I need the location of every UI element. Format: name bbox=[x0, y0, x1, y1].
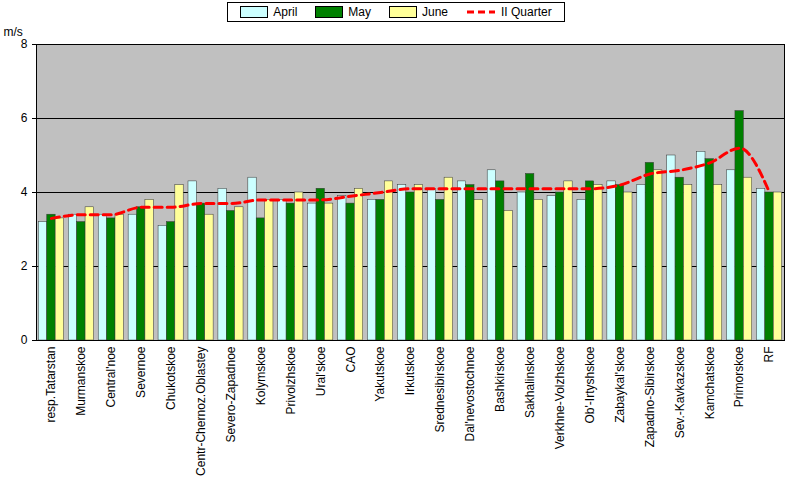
svg-text:8: 8 bbox=[21, 37, 28, 51]
svg-text:Sakhalinskoe: Sakhalinskoe bbox=[523, 346, 537, 418]
svg-text:Zapadno-Sibirskoe: Zapadno-Sibirskoe bbox=[643, 346, 657, 447]
svg-text:Kolymskoe: Kolymskoe bbox=[254, 346, 268, 405]
svg-text:m/s: m/s bbox=[4, 25, 23, 39]
svg-text:Central'noe: Central'noe bbox=[104, 346, 118, 407]
html-text:April: April bbox=[273, 5, 298, 19]
svg-text:Sev.-Kavkazskoe: Sev.-Kavkazskoe bbox=[673, 346, 687, 438]
svg-text:Irkutskoe: Irkutskoe bbox=[403, 346, 417, 395]
html-text:June: June bbox=[422, 5, 448, 19]
svg-text:Verkhne-Volzhskoe: Verkhne-Volzhskoe bbox=[553, 346, 567, 449]
svg-text:Ural'skoe: Ural'skoe bbox=[314, 346, 328, 396]
svg-text:2: 2 bbox=[21, 259, 28, 273]
svg-text:Zabaykal'skoe: Zabaykal'skoe bbox=[613, 346, 627, 423]
svg-text:Murmanskoe: Murmanskoe bbox=[74, 346, 88, 416]
svg-text:4: 4 bbox=[21, 185, 28, 199]
svg-text:Ob'-Irtyshskoe: Ob'-Irtyshskoe bbox=[583, 346, 597, 423]
svg-text:Privolzhskoe: Privolzhskoe bbox=[284, 346, 298, 414]
svg-text:Severo-Zapadnoe: Severo-Zapadnoe bbox=[224, 346, 238, 442]
svg-text:Bashkirskoe: Bashkirskoe bbox=[493, 346, 507, 412]
svg-text:Centr-Chernoz.Oblastey: Centr-Chernoz.Oblastey bbox=[194, 347, 208, 476]
html-text:II Quarter: II Quarter bbox=[501, 5, 552, 19]
svg-text:Primorskoe: Primorskoe bbox=[732, 346, 746, 407]
svg-text:resp.Tatarstan: resp.Tatarstan bbox=[44, 347, 58, 423]
html-text:May: May bbox=[348, 5, 371, 19]
svg-text:RF: RF bbox=[762, 347, 776, 363]
svg-text:Severnoe: Severnoe bbox=[134, 346, 148, 398]
svg-text:Chukotskoe: Chukotskoe bbox=[164, 346, 178, 410]
svg-text:0: 0 bbox=[21, 333, 28, 347]
svg-text:6: 6 bbox=[21, 111, 28, 125]
svg-text:Yakutskoe: Yakutskoe bbox=[373, 346, 387, 401]
svg-text:Dal'nevostochnoe: Dal'nevostochnoe bbox=[463, 346, 477, 441]
svg-text:CAO: CAO bbox=[344, 347, 358, 373]
svg-text:Srednesibirskoe: Srednesibirskoe bbox=[433, 346, 447, 432]
svg-text:Kamchatskoe: Kamchatskoe bbox=[703, 346, 717, 419]
